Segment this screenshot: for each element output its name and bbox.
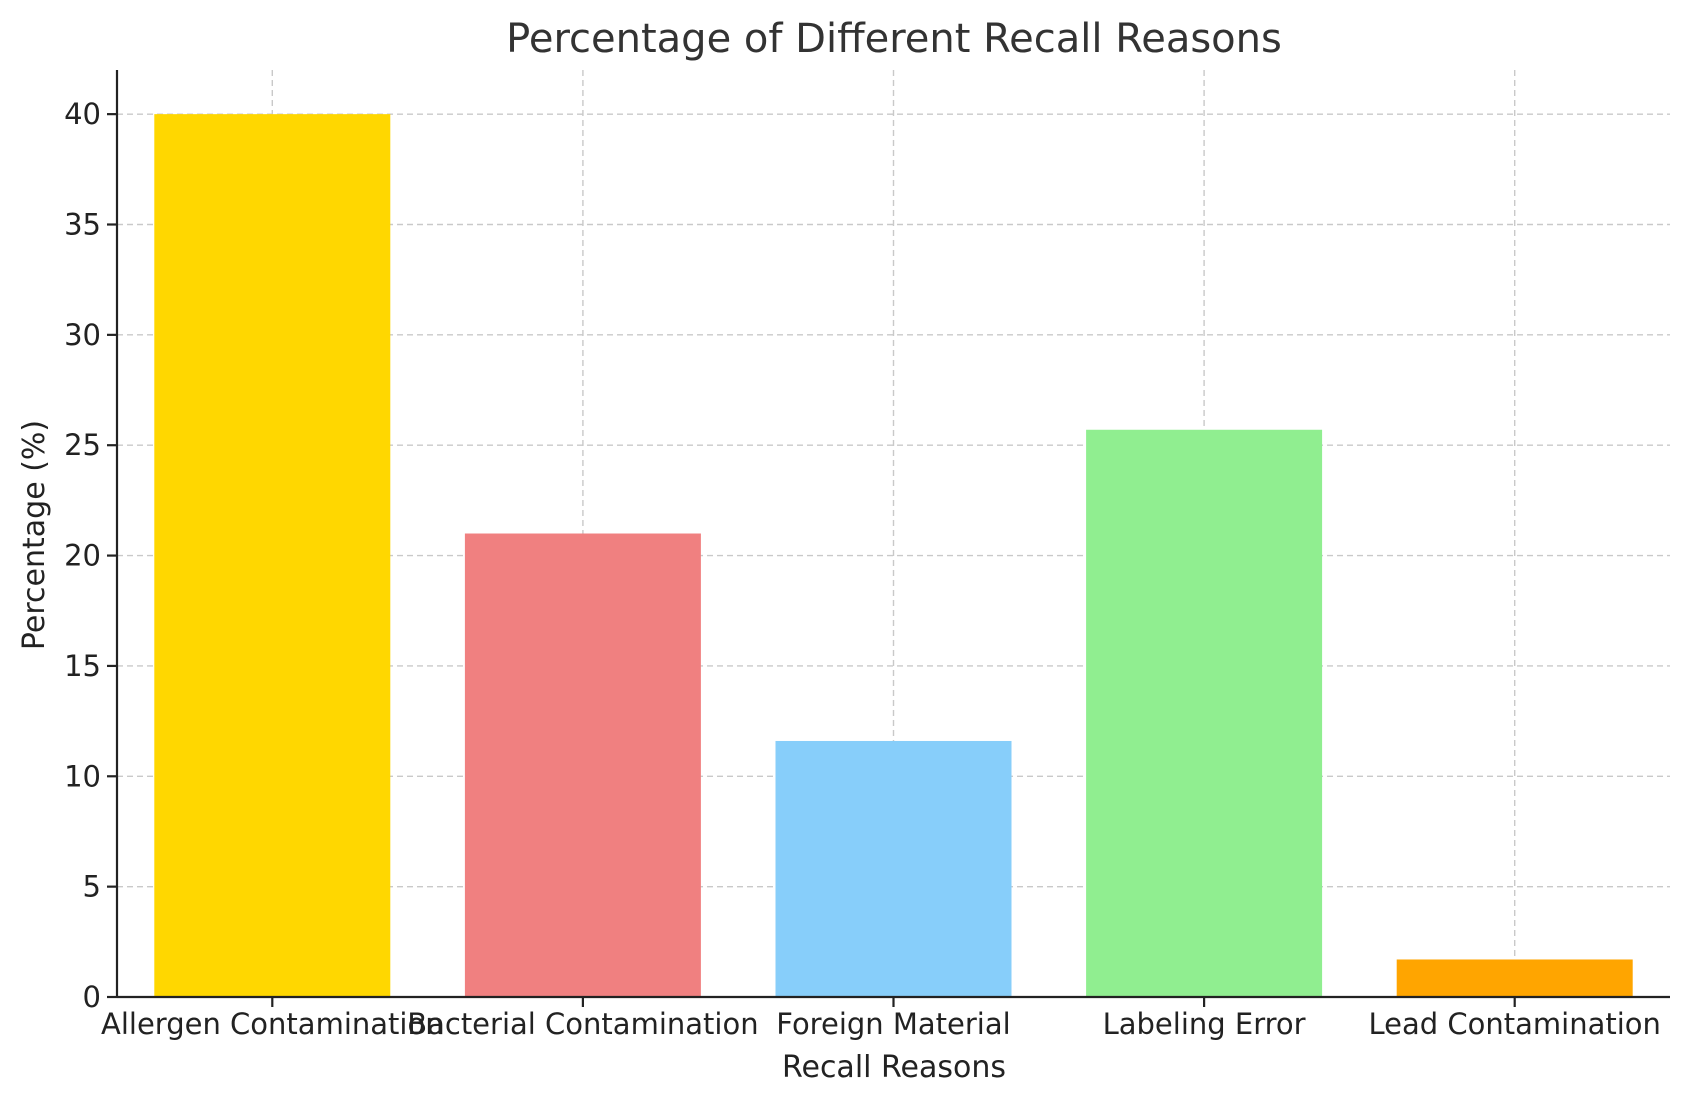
chart-title: Percentage of Different Recall Reasons [506, 16, 1282, 62]
y-axis-label: Percentage (%) [17, 420, 52, 650]
bars [154, 114, 1633, 997]
bar-allergen-contamination [154, 114, 391, 997]
y-tick-label: 30 [64, 318, 101, 352]
bar-bacterial-contamination [464, 533, 701, 997]
y-tick-label: 35 [64, 208, 101, 242]
bar-lead-contamination [1396, 959, 1633, 997]
y-tick-label: 0 [83, 980, 101, 1014]
x-tick-label: Lead Contamination [1368, 1007, 1660, 1041]
axes [107, 70, 1670, 1007]
y-tick-label: 25 [64, 428, 101, 462]
bar-labeling-error [1086, 429, 1323, 997]
y-tick-label: 5 [83, 870, 101, 904]
bar-foreign-material [775, 740, 1012, 997]
x-tick-label: Allergen Contamination [101, 1007, 444, 1041]
y-tick-label: 15 [64, 649, 101, 683]
x-tick-label: Labeling Error [1103, 1007, 1306, 1041]
x-tick-label: Foreign Material [776, 1007, 1010, 1041]
tick-labels: 0 5 10 15 20 25 30 35 40 Allergen ContaminationBa… [64, 97, 1661, 1041]
x-tick-label: Bacterial Contamination [407, 1007, 758, 1041]
y-tick-label: 10 [64, 759, 101, 793]
y-tick-label: 20 [64, 539, 101, 573]
x-axis-label: Recall Reasons [782, 1050, 1006, 1085]
y-tick-label: 40 [64, 97, 101, 131]
